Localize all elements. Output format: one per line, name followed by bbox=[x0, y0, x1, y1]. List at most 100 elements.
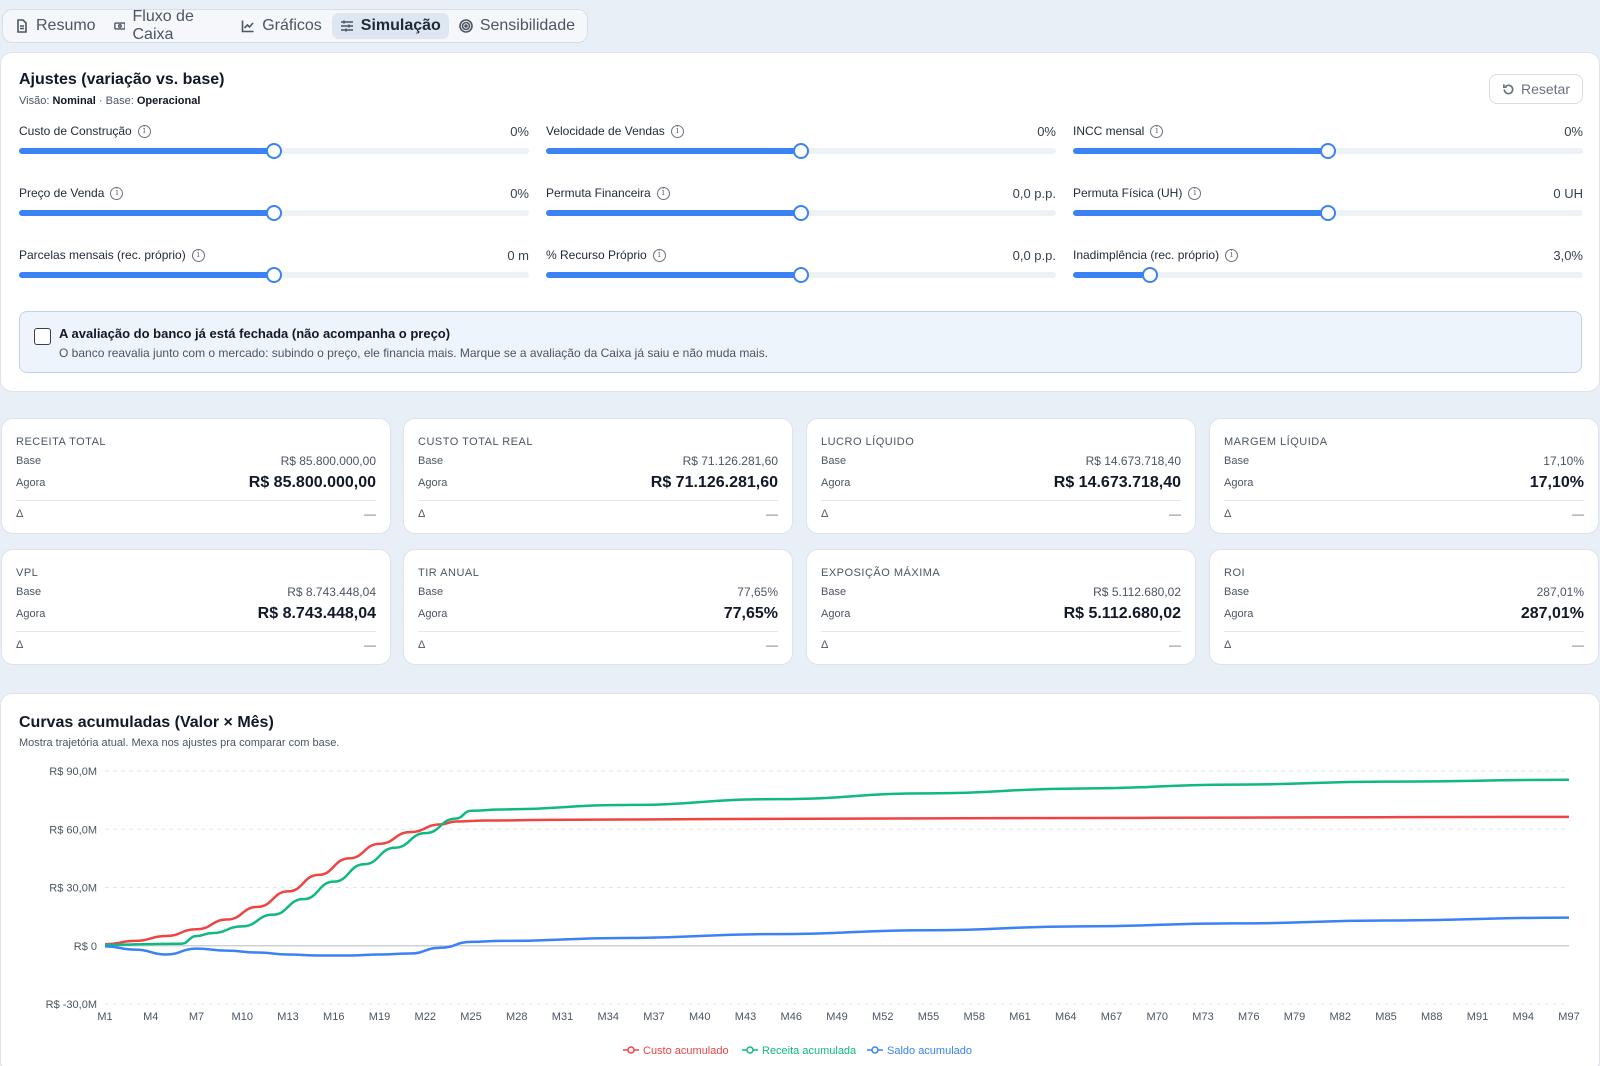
tab-simulacao[interactable]: Simulação bbox=[331, 13, 449, 39]
slider-label: Parcelas mensais (rec. próprio) bbox=[19, 248, 186, 262]
x-tick-label: M91 bbox=[1467, 1011, 1488, 1023]
slider-thumb[interactable] bbox=[793, 267, 809, 283]
series-line-saldo-acumulado bbox=[104, 916, 1570, 957]
now-label: Agora bbox=[821, 608, 851, 620]
x-tick-label: M76 bbox=[1238, 1011, 1259, 1023]
tab-resumo[interactable]: Resumo bbox=[7, 13, 104, 39]
now-value: R$ 5.112.680,02 bbox=[1063, 605, 1181, 622]
delta-label: Δ bbox=[821, 508, 829, 520]
tab-fluxo-de-caixa[interactable]: Fluxo de Caixa bbox=[106, 8, 232, 43]
document-icon bbox=[17, 19, 27, 33]
base-label: Base bbox=[1224, 586, 1250, 598]
slider-thumb[interactable] bbox=[1320, 143, 1336, 159]
slider-label-row: Inadimplência (rec. próprio) i bbox=[1073, 248, 1239, 262]
delta-label: Δ bbox=[16, 508, 24, 520]
delta-value: — bbox=[766, 507, 778, 521]
slider-thumb[interactable] bbox=[266, 267, 282, 283]
view-label: Visão: bbox=[19, 95, 50, 107]
slider-fill bbox=[19, 210, 274, 216]
slider-label-row: Parcelas mensais (rec. próprio) i bbox=[19, 248, 205, 262]
slider-incc-mensal: INCC mensal i 0% bbox=[1073, 124, 1583, 174]
slider-label-row: INCC mensal i bbox=[1073, 124, 1164, 138]
metric-delta-row: Δ — bbox=[418, 638, 778, 652]
y-tick-label: R$ -30,0M bbox=[46, 999, 97, 1011]
info-icon[interactable]: i bbox=[1188, 186, 1202, 200]
delta-value: — bbox=[1169, 638, 1181, 652]
adjustments-panel: Ajustes (variação vs. base) Visão: Nomin… bbox=[0, 52, 1600, 392]
adjustments-subtitle: Visão: Nominal · Base: Operacional bbox=[19, 95, 200, 107]
x-tick-label: M13 bbox=[277, 1011, 298, 1023]
x-tick-label: M61 bbox=[1009, 1011, 1030, 1023]
info-icon[interactable]: i bbox=[1225, 248, 1239, 262]
now-label: Agora bbox=[16, 608, 46, 620]
x-tick-label: M67 bbox=[1101, 1011, 1122, 1023]
now-label: Agora bbox=[418, 608, 448, 620]
slider-thumb[interactable] bbox=[266, 205, 282, 221]
base-value: R$ 85.800.000,00 bbox=[280, 454, 376, 468]
slider-value: 0% bbox=[510, 124, 529, 139]
divider bbox=[821, 631, 1181, 632]
legend-marker-dot bbox=[627, 1046, 635, 1054]
legend-label: Custo acumulado bbox=[643, 1045, 729, 1057]
slider-value: 0 m bbox=[507, 248, 529, 263]
slider-value: 0,0 p.p. bbox=[1012, 186, 1056, 201]
slider-thumb[interactable] bbox=[793, 205, 809, 221]
x-tick-label: M34 bbox=[598, 1011, 619, 1023]
chart-subtitle: Mostra trajetória atual. Mexa nos ajuste… bbox=[19, 737, 340, 749]
slider-label-row: % Recurso Próprio i bbox=[546, 248, 666, 262]
tab-label: Fluxo de Caixa bbox=[132, 8, 194, 43]
metric-delta-row: Δ — bbox=[821, 507, 1181, 521]
info-icon[interactable]: i bbox=[1150, 124, 1164, 138]
tab-graficos[interactable]: Gráficos bbox=[233, 13, 330, 39]
slider-fill bbox=[546, 272, 801, 278]
now-label: Agora bbox=[821, 477, 851, 489]
now-label: Agora bbox=[1224, 477, 1254, 489]
tab-label: Resumo bbox=[36, 17, 96, 34]
x-tick-label: M7 bbox=[189, 1011, 204, 1023]
base-label: Base bbox=[821, 586, 847, 598]
info-icon[interactable]: i bbox=[652, 248, 666, 262]
slider-thumb[interactable] bbox=[793, 143, 809, 159]
base-label: Base bbox=[821, 455, 847, 467]
x-tick-label: M40 bbox=[689, 1011, 710, 1023]
adjustments-title: Ajustes (variação vs. base) bbox=[19, 71, 225, 88]
info-icon[interactable]: i bbox=[191, 248, 205, 262]
metric-now-row: Agora R$ 71.126.281,60 bbox=[418, 474, 778, 492]
divider bbox=[16, 631, 376, 632]
slider-thumb[interactable] bbox=[266, 143, 282, 159]
info-icon[interactable]: i bbox=[137, 124, 151, 138]
slider-fill bbox=[546, 148, 801, 154]
slider-thumb[interactable] bbox=[1320, 205, 1336, 221]
legend-label: Saldo acumulado bbox=[887, 1045, 972, 1057]
metric-base-row: Base R$ 5.112.680,02 bbox=[821, 585, 1181, 599]
base-value: R$ 71.126.281,60 bbox=[682, 454, 778, 468]
slider-fill bbox=[546, 210, 801, 216]
x-tick-label: M25 bbox=[460, 1011, 481, 1023]
base-value: R$ 5.112.680,02 bbox=[1093, 585, 1181, 599]
info-icon[interactable]: i bbox=[670, 124, 684, 138]
now-label: Agora bbox=[418, 477, 448, 489]
metric-delta-row: Δ — bbox=[821, 638, 1181, 652]
slider-label: Inadimplência (rec. próprio) bbox=[1073, 248, 1220, 262]
x-tick-label: M97 bbox=[1558, 1011, 1579, 1023]
base-value: 287,01% bbox=[1536, 585, 1584, 599]
divider bbox=[418, 500, 778, 501]
info-icon[interactable]: i bbox=[110, 186, 124, 200]
y-tick-label: R$ 60,0M bbox=[49, 824, 97, 836]
metric-now-row: Agora 287,01% bbox=[1224, 605, 1584, 623]
metric-base-row: Base 77,65% bbox=[418, 585, 778, 599]
tab-sensibilidade[interactable]: Sensibilidade bbox=[451, 13, 583, 39]
bank-appraisal-checkbox[interactable] bbox=[34, 328, 51, 345]
slider-label: Permuta Financeira bbox=[546, 186, 651, 200]
slider-preco-venda: Preço de Venda i 0% bbox=[19, 186, 529, 236]
slider-fill bbox=[19, 272, 274, 278]
info-icon[interactable]: i bbox=[656, 186, 670, 200]
base-value: 77,65% bbox=[737, 585, 778, 599]
y-tick-label: R$ 0 bbox=[74, 941, 97, 953]
slider-value: 0% bbox=[1037, 124, 1056, 139]
slider-thumb[interactable] bbox=[1141, 267, 1158, 283]
x-tick-label: M1 bbox=[97, 1011, 112, 1023]
reset-button[interactable]: Resetar bbox=[1489, 74, 1583, 104]
y-tick-label: R$ 90,0M bbox=[49, 766, 97, 778]
slider-track[interactable] bbox=[1073, 272, 1583, 278]
